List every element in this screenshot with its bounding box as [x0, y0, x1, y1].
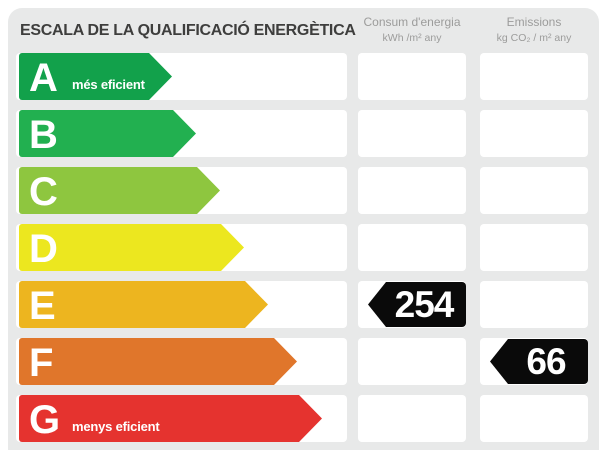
rating-track-cell: A més eficient	[16, 53, 347, 100]
consum-cell	[358, 224, 466, 271]
consum-cell	[358, 338, 466, 385]
consum-column-title: Consum d'energia	[363, 15, 461, 29]
rating-row: C	[8, 167, 599, 214]
rating-arrow: F	[19, 338, 297, 385]
emissions-column-header: Emissions kg CO₂ / m² any	[480, 15, 588, 45]
emissions-cell	[480, 395, 588, 442]
rating-row: F 66	[8, 338, 599, 385]
emissions-cell	[480, 110, 588, 157]
consum-cell	[358, 167, 466, 214]
emissions-column-units: kg CO₂ / m² any	[496, 31, 572, 44]
rating-letter: B	[29, 113, 58, 157]
rating-arrow: B	[19, 110, 196, 157]
rating-arrow: E	[19, 281, 268, 328]
rating-arrow: D	[19, 224, 244, 271]
rating-arrow: G menys eficient	[19, 395, 322, 442]
consum-value: 254	[394, 284, 455, 325]
rating-row: G menys eficient	[8, 395, 599, 442]
rating-arrow: C	[19, 167, 220, 214]
emissions-value-tag: 66	[490, 339, 588, 384]
rating-letter: C	[29, 170, 58, 214]
page-title: ESCALA DE LA QUALIFICACIÓ ENERGÈTICA	[20, 22, 356, 39]
rating-row: D	[8, 224, 599, 271]
consum-cell	[358, 395, 466, 442]
rating-row: B	[8, 110, 599, 157]
rating-track-cell: F	[16, 338, 347, 385]
rating-letter: A	[29, 56, 58, 100]
emissions-cell	[480, 281, 588, 328]
rating-letter: G	[29, 398, 61, 442]
consum-cell: 254	[358, 281, 466, 328]
consum-cell	[358, 110, 466, 157]
rating-track-cell: C	[16, 167, 347, 214]
rating-arrow: A més eficient	[19, 53, 172, 100]
rating-letter: D	[29, 227, 58, 271]
emissions-cell: 66	[480, 338, 588, 385]
rating-track-cell: B	[16, 110, 347, 157]
rating-efficiency-label: més eficient	[72, 77, 145, 92]
rating-letter: E	[29, 284, 56, 328]
consum-cell	[358, 53, 466, 100]
consum-value-tag: 254	[368, 282, 466, 327]
emissions-cell	[480, 53, 588, 100]
consum-column-header: Consum d'energia kWh /m² any	[358, 15, 466, 45]
rating-track-cell: E	[16, 281, 347, 328]
rating-row: A més eficient	[8, 53, 599, 100]
rating-letter: F	[29, 341, 54, 385]
rating-efficiency-label: menys eficient	[72, 419, 160, 434]
emissions-cell	[480, 167, 588, 214]
emissions-column-title: Emissions	[506, 15, 562, 29]
emissions-value: 66	[526, 341, 566, 382]
emissions-cell	[480, 224, 588, 271]
energy-label-panel: ESCALA DE LA QUALIFICACIÓ ENERGÈTICA Con…	[8, 8, 599, 450]
rating-track-cell: G menys eficient	[16, 395, 347, 442]
rating-track-cell: D	[16, 224, 347, 271]
rating-row: E 254	[8, 281, 599, 328]
consum-column-units: kWh /m² any	[382, 31, 442, 44]
